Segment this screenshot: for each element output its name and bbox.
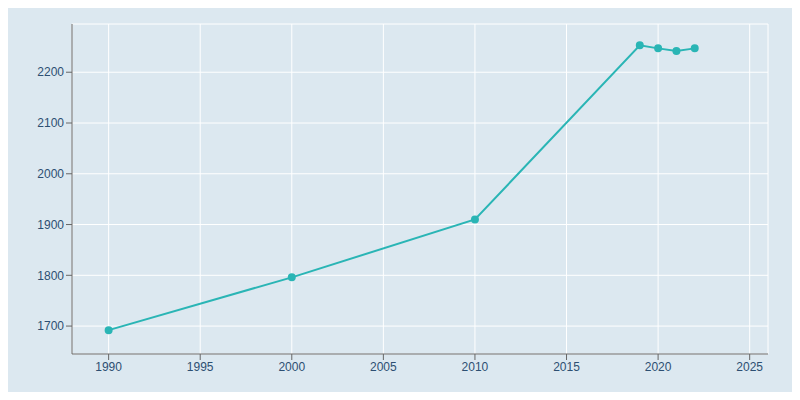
svg-text:2025: 2025: [736, 360, 763, 374]
svg-text:1700: 1700: [37, 319, 64, 333]
svg-text:1900: 1900: [37, 218, 64, 232]
svg-text:2000: 2000: [278, 360, 305, 374]
svg-text:2020: 2020: [645, 360, 672, 374]
svg-text:2000: 2000: [37, 167, 64, 181]
svg-text:1800: 1800: [37, 269, 64, 283]
svg-text:2015: 2015: [553, 360, 580, 374]
svg-text:1995: 1995: [187, 360, 214, 374]
svg-text:2100: 2100: [37, 116, 64, 130]
svg-text:1990: 1990: [95, 360, 122, 374]
svg-text:2005: 2005: [370, 360, 397, 374]
svg-text:2010: 2010: [462, 360, 489, 374]
svg-text:2200: 2200: [37, 65, 64, 79]
